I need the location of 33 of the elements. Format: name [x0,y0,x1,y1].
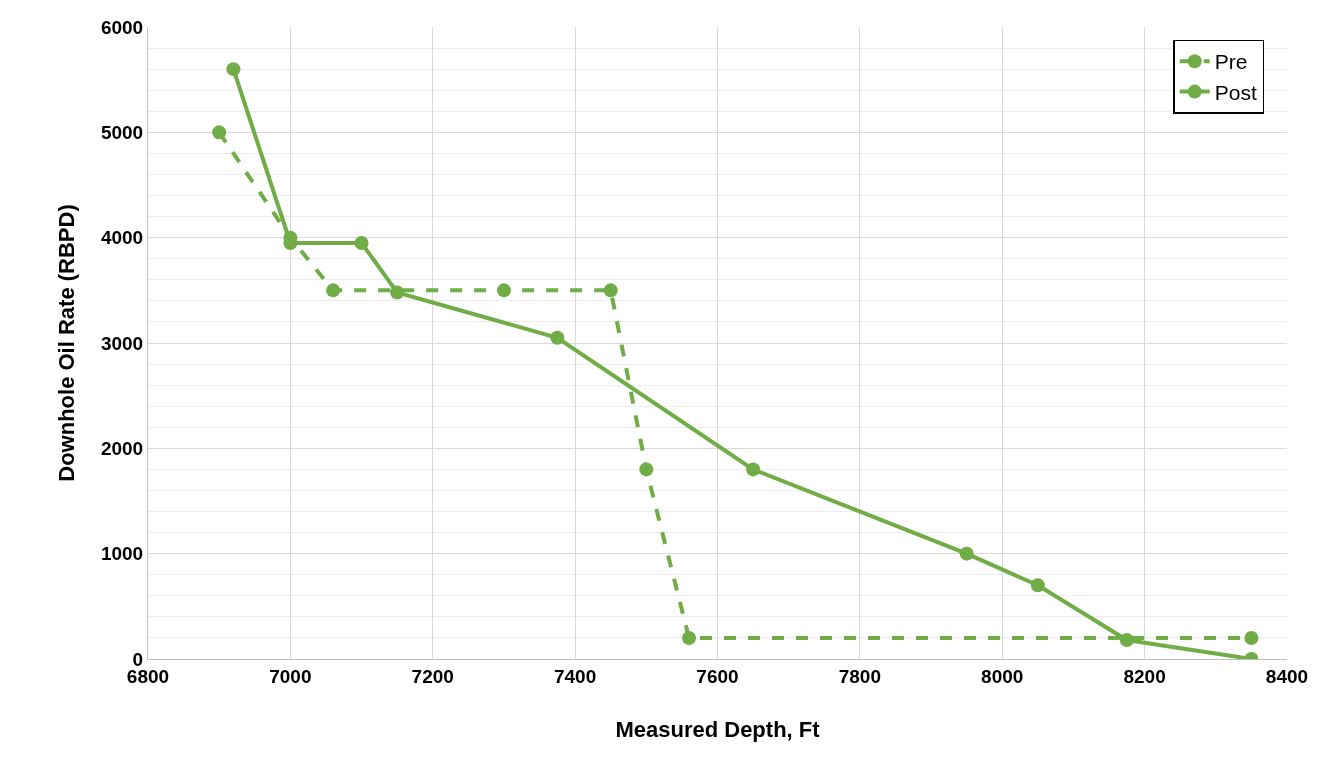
point [1244,630,1259,645]
point [326,283,341,298]
point [682,630,697,645]
x-tick-label: 8000 [981,665,1024,687]
point [1030,578,1045,593]
x-tick-label: 7000 [269,665,312,687]
y-tick-label: 3000 [100,332,144,354]
x-axis-title: Measured Depth, Ft [615,716,821,742]
point [226,62,241,77]
y-tick-label: 1000 [100,543,144,565]
y-axis-title: Downhole Oil Rate (RBPD) [53,204,79,482]
x-tick-label: 8200 [1123,665,1166,687]
y-tick-label: 4000 [100,227,144,249]
point [639,462,654,477]
point [959,546,974,561]
point [550,330,565,345]
point [746,462,761,477]
y-tick-label: 2000 [100,437,144,459]
x-tick-label: 7200 [411,665,454,687]
point [603,283,618,298]
point [212,125,227,140]
x-tick-label: 7600 [696,665,739,687]
legend-label: Pre [1214,50,1248,74]
legend-label: Post [1214,80,1257,104]
point [390,285,405,300]
y-tick-label: 5000 [100,121,144,143]
point [1119,633,1134,648]
x-tick-label: 7400 [553,665,597,687]
x-tick-label: 8400 [1265,665,1309,687]
x-tick-label: 7800 [838,665,882,687]
y-tick-label: 6000 [100,16,144,38]
point [354,235,369,250]
point [496,283,511,298]
